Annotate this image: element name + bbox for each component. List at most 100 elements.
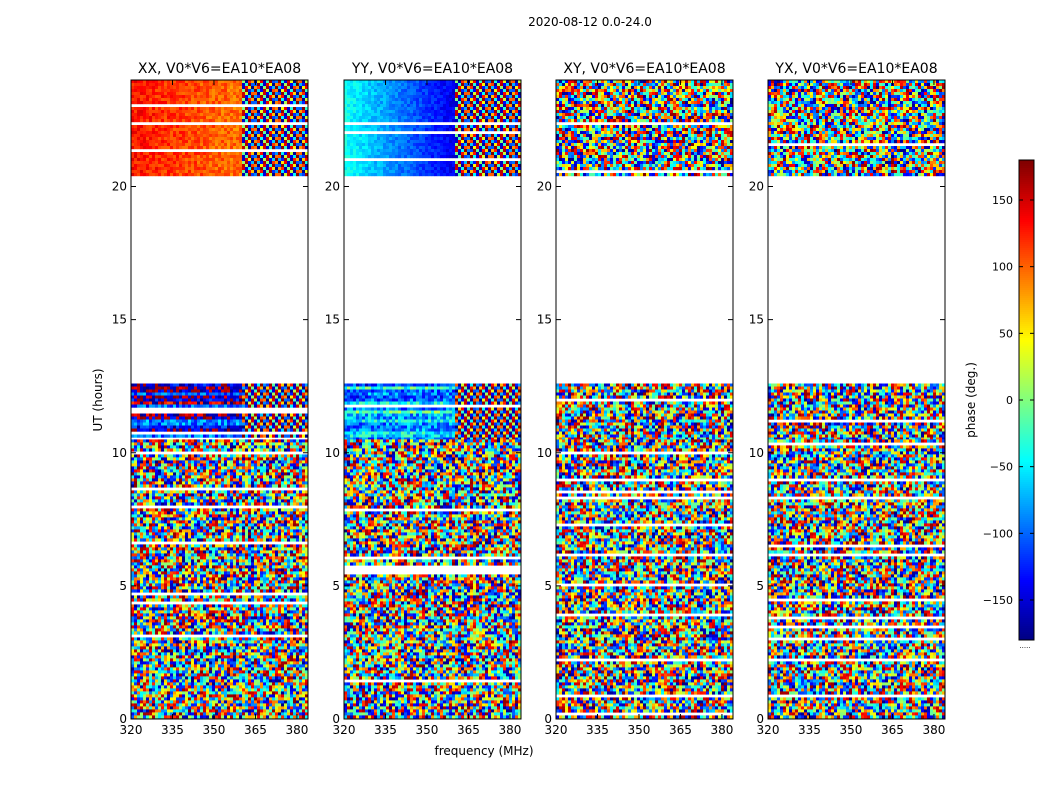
colorbar-band: [1019, 336, 1034, 339]
colorbar-band: [1019, 388, 1034, 391]
colorbar-band: [1019, 482, 1034, 485]
colorbar-tick-label: 0: [1006, 394, 1013, 407]
y-tick-label: 20: [537, 180, 552, 194]
y-tick-label: 15: [112, 313, 127, 327]
panel-frame: [130, 79, 309, 720]
colorbar-band: [1019, 472, 1034, 475]
colorbar-band: [1019, 316, 1034, 319]
colorbar-band: [1019, 480, 1034, 483]
colorbar-band: [1019, 558, 1034, 561]
colorbar-band: [1019, 364, 1034, 367]
colorbar-band: [1019, 636, 1034, 639]
y-tick-label: 5: [332, 579, 340, 593]
panel-frame: [343, 79, 522, 720]
colorbar-band: [1019, 552, 1034, 555]
colorbar-band: [1019, 562, 1034, 565]
colorbar-band: [1019, 242, 1034, 245]
colorbar-band: [1019, 296, 1034, 299]
y-tick-label: 5: [544, 579, 552, 593]
colorbar-band: [1019, 394, 1034, 397]
y-tick-label: 0: [119, 712, 127, 726]
colorbar-band: [1019, 458, 1034, 461]
colorbar-band: [1019, 334, 1034, 337]
colorbar-band: [1019, 564, 1034, 567]
x-tick-label: 365: [881, 723, 904, 737]
colorbar-band: [1019, 560, 1034, 563]
colorbar-band: [1019, 468, 1034, 471]
colorbar-band: [1019, 616, 1034, 619]
colorbar-band: [1019, 470, 1034, 473]
colorbar-band: [1019, 580, 1034, 583]
x-tick-label: 350: [628, 723, 651, 737]
x-axis-label: frequency (MHz): [434, 744, 533, 758]
colorbar-band: [1019, 630, 1034, 633]
x-tick-label: 365: [457, 723, 480, 737]
colorbar-band: [1019, 362, 1034, 365]
colorbar-band: [1019, 326, 1034, 329]
colorbar-band: [1019, 436, 1034, 439]
x-tick-label: 350: [416, 723, 439, 737]
colorbar-band: [1019, 500, 1034, 503]
x-tick-label: 320: [757, 723, 780, 737]
colorbar-band: [1019, 340, 1034, 343]
phase-image-0: [131, 80, 308, 719]
panel-title: XX, V0*V6=EA10*EA08: [138, 61, 301, 77]
colorbar-band: [1019, 530, 1034, 533]
colorbar-band: [1019, 162, 1034, 165]
y-tick-label: 5: [119, 579, 127, 593]
x-tick-label: 320: [333, 723, 356, 737]
colorbar-band: [1019, 526, 1034, 529]
colorbar-band: [1019, 496, 1034, 499]
colorbar-band: [1019, 454, 1034, 457]
colorbar-tick-label: −150: [983, 594, 1013, 607]
colorbar-band: [1019, 438, 1034, 441]
colorbar-band: [1019, 232, 1034, 235]
colorbar-tick-label: 100: [992, 261, 1013, 274]
colorbar-band: [1019, 440, 1034, 443]
panel-0: XX, V0*V6=EA10*EA08 320 335 350 365 380 0 5 10 15…: [112, 61, 309, 737]
colorbar-band: [1019, 304, 1034, 307]
colorbar-band: [1019, 512, 1034, 515]
colorbar-band: [1019, 312, 1034, 315]
colorbar-band: [1019, 622, 1034, 625]
colorbar-band: [1019, 252, 1034, 255]
colorbar-band: [1019, 200, 1034, 203]
colorbar-band: [1019, 338, 1034, 341]
colorbar-band: [1019, 292, 1034, 295]
colorbar-band: [1019, 328, 1034, 331]
colorbar-band: [1019, 460, 1034, 463]
colorbar-band: [1019, 166, 1034, 169]
colorbar-band: [1019, 568, 1034, 571]
colorbar-band: [1019, 426, 1034, 429]
colorbar-band: [1019, 618, 1034, 621]
colorbar-band: [1019, 164, 1034, 167]
colorbar-band: [1019, 452, 1034, 455]
colorbar-band: [1019, 418, 1034, 421]
colorbar-band: [1019, 256, 1034, 259]
colorbar-band: [1019, 540, 1034, 543]
colorbar-band: [1019, 412, 1034, 415]
colorbar-band: [1019, 278, 1034, 281]
colorbar-band: [1019, 638, 1034, 641]
colorbar-band: [1019, 320, 1034, 323]
colorbar-band: [1019, 250, 1034, 253]
colorbar-band: [1019, 404, 1034, 407]
x-tick-label: 335: [374, 723, 397, 737]
colorbar-band: [1019, 168, 1034, 171]
x-tick-label: 335: [798, 723, 821, 737]
colorbar-band: [1019, 420, 1034, 423]
phase-image-3: [768, 80, 945, 719]
colorbar-band: [1019, 288, 1034, 291]
colorbar-band: [1019, 194, 1034, 197]
colorbar-band: [1019, 532, 1034, 535]
colorbar-band: [1019, 628, 1034, 631]
colorbar-band: [1019, 258, 1034, 261]
colorbar-band: [1019, 238, 1034, 241]
colorbar-band: [1019, 572, 1034, 575]
colorbar-band: [1019, 464, 1034, 467]
colorbar-band: [1019, 448, 1034, 451]
panel-3: YX, V0*V6=EA10*EA08 320 335 350 365 380 0 5 10 15…: [749, 61, 946, 737]
colorbar-band: [1019, 344, 1034, 347]
colorbar-band: [1019, 514, 1034, 517]
